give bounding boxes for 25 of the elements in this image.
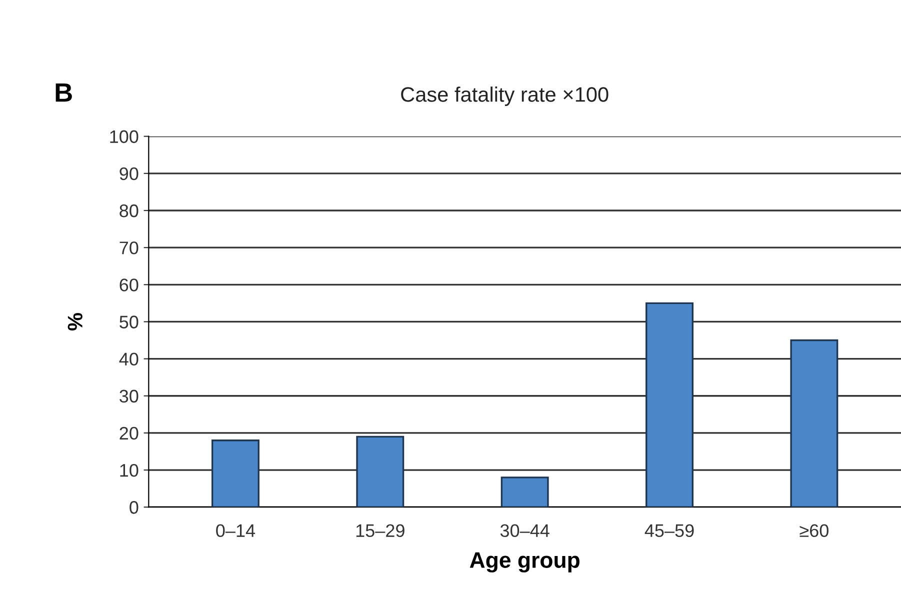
x-tick-label: 45–59: [644, 524, 694, 538]
y-tick-label: 80: [120, 204, 138, 218]
bar: [211, 440, 260, 508]
y-tick-label: 0: [130, 501, 138, 514]
y-tick-label: 10: [120, 464, 138, 477]
chart-title: Case fatality rate ×100: [401, 86, 608, 106]
text: B: [56, 84, 72, 102]
y-tick-label: 20: [120, 426, 138, 440]
y-tick-label: 100: [110, 130, 138, 144]
y-tick-label: 60: [120, 278, 138, 292]
y-tick-label: 30: [120, 390, 138, 403]
bar: [500, 476, 549, 508]
x-tick-label: 30–44: [500, 524, 550, 538]
bar: [790, 339, 838, 508]
y-axis-title: %: [68, 313, 82, 330]
bar: [356, 436, 404, 508]
bar: [646, 302, 694, 508]
y-tick-label: 50: [120, 316, 138, 328]
y-tick-label: 90: [120, 167, 138, 180]
x-tick-label: ≥60: [800, 524, 828, 538]
y-tick-label: 70: [120, 242, 138, 254]
x-tick-label: 0–14: [216, 524, 256, 538]
y-tick-label: 40: [119, 352, 138, 366]
x-axis-title: Age group: [470, 552, 580, 572]
x-tick-label: 15–29: [356, 524, 404, 538]
